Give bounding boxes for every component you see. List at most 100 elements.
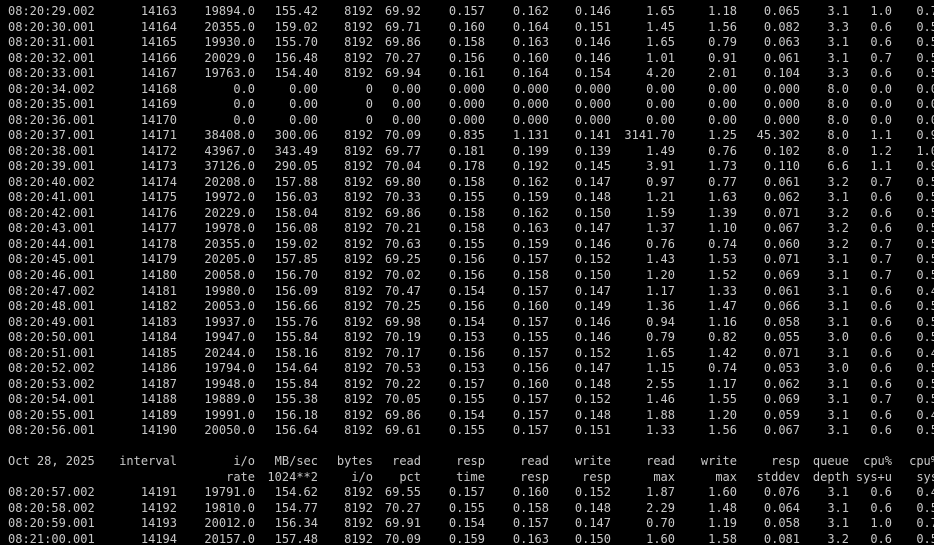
read-resp: 0.162 bbox=[512, 174, 549, 189]
resp-time: 0.000 bbox=[448, 112, 485, 127]
resp-stddev: 0.053 bbox=[763, 361, 800, 376]
io-rate: 0.0 bbox=[233, 81, 255, 96]
read-resp: 0.163 bbox=[512, 221, 549, 236]
mb-sec: 300.06 bbox=[274, 128, 318, 143]
resp-stddev: 0.000 bbox=[763, 97, 800, 112]
cpu-sys: 0.5 bbox=[916, 66, 934, 81]
interval: 14163 bbox=[140, 4, 177, 18]
write-resp: 0.148 bbox=[574, 190, 611, 205]
mb-sec: 156.08 bbox=[274, 221, 318, 236]
mb-sec: 155.84 bbox=[274, 376, 318, 391]
bytes-io: 8192 bbox=[344, 174, 373, 189]
write-max: 1.55 bbox=[708, 392, 737, 407]
mb-sec: 156.09 bbox=[274, 283, 318, 298]
read-pct: 69.80 bbox=[384, 174, 421, 189]
read-pct: 69.98 bbox=[384, 314, 421, 329]
bytes-io: 8192 bbox=[344, 283, 373, 298]
io-rate: 38408.0 bbox=[204, 128, 255, 143]
queue-depth: 3.1 bbox=[827, 314, 849, 329]
read-max: 1.65 bbox=[646, 35, 675, 50]
io-rate: 20012.0 bbox=[204, 516, 255, 531]
write-max: 1.53 bbox=[708, 252, 737, 267]
read-max: 0.97 bbox=[646, 174, 675, 189]
resp-time: 0.155 bbox=[448, 500, 485, 515]
read-pct: 70.05 bbox=[384, 392, 421, 407]
cpu-sys-u: 1.0 bbox=[870, 4, 892, 18]
io-rate: 20355.0 bbox=[204, 19, 255, 34]
read-pct: 69.91 bbox=[384, 516, 421, 531]
read-pct: 69.71 bbox=[384, 19, 421, 34]
read-max: 4.20 bbox=[646, 66, 675, 81]
timestamp: 08:20:48.001 bbox=[8, 299, 95, 314]
write-resp: 0.000 bbox=[574, 81, 611, 96]
queue-depth: 3.1 bbox=[827, 516, 849, 531]
cpu-sys: 0.5 bbox=[916, 268, 934, 282]
interval: 14188 bbox=[140, 392, 177, 407]
read-pct: 0.00 bbox=[392, 112, 421, 127]
resp-stddev: 0.071 bbox=[763, 345, 800, 360]
timestamp: 08:20:45.001 bbox=[8, 252, 95, 267]
mb-sec: 156.64 bbox=[274, 423, 318, 438]
cpu-sys: 0.5 bbox=[916, 532, 934, 545]
io-rate: 19947.0 bbox=[204, 330, 255, 345]
write-resp: 0.139 bbox=[574, 143, 611, 158]
read-pct: 70.47 bbox=[384, 283, 421, 298]
cpu-sys-u: 0.6 bbox=[870, 532, 892, 545]
interval: 14172 bbox=[140, 143, 177, 158]
column-header: pct bbox=[399, 469, 421, 484]
read-pct: 70.27 bbox=[384, 50, 421, 65]
read-max: 1.87 bbox=[646, 485, 675, 500]
queue-depth: 3.2 bbox=[827, 205, 849, 220]
write-resp: 0.151 bbox=[574, 19, 611, 34]
write-resp: 0.148 bbox=[574, 407, 611, 422]
resp-stddev: 0.104 bbox=[763, 66, 800, 81]
timestamp: 08:20:31.001 bbox=[8, 35, 95, 50]
bytes-io: 8192 bbox=[344, 361, 373, 376]
io-rate: 19980.0 bbox=[204, 283, 255, 298]
column-header: depth bbox=[812, 469, 849, 484]
resp-time: 0.156 bbox=[448, 345, 485, 360]
read-resp: 0.000 bbox=[512, 97, 549, 112]
mb-sec: 155.42 bbox=[274, 4, 318, 18]
cpu-sys-u: 0.7 bbox=[870, 268, 892, 282]
timestamp: 08:20:54.001 bbox=[8, 392, 95, 407]
read-resp: 0.000 bbox=[512, 112, 549, 127]
queue-depth: 8.0 bbox=[827, 143, 849, 158]
interval: 14173 bbox=[140, 159, 177, 174]
cpu-sys-u: 0.6 bbox=[870, 205, 892, 220]
interval: 14178 bbox=[140, 236, 177, 251]
timestamp: 08:20:41.001 bbox=[8, 190, 95, 205]
cpu-sys: 0.5 bbox=[916, 35, 934, 50]
write-max: 1.19 bbox=[708, 516, 737, 531]
cpu-sys: 0.5 bbox=[916, 299, 934, 314]
io-rate: 20053.0 bbox=[204, 299, 255, 314]
cpu-sys-u: 0.0 bbox=[870, 97, 892, 112]
read-resp: 0.157 bbox=[512, 345, 549, 360]
write-resp: 0.154 bbox=[574, 66, 611, 81]
read-max: 3141.70 bbox=[624, 128, 675, 143]
queue-depth: 3.2 bbox=[827, 532, 849, 545]
read-pct: 69.86 bbox=[384, 205, 421, 220]
write-resp: 0.147 bbox=[574, 361, 611, 376]
bytes-io: 8192 bbox=[344, 268, 373, 282]
resp-time: 0.156 bbox=[448, 299, 485, 314]
write-max: 0.79 bbox=[708, 35, 737, 50]
mb-sec: 155.84 bbox=[274, 330, 318, 345]
io-rate: 19791.0 bbox=[204, 485, 255, 500]
read-max: 1.36 bbox=[646, 299, 675, 314]
io-rate: 20029.0 bbox=[204, 50, 255, 65]
bytes-io: 8192 bbox=[344, 485, 373, 500]
read-resp: 0.162 bbox=[512, 4, 549, 18]
io-rate: 19930.0 bbox=[204, 35, 255, 50]
io-rate: 19810.0 bbox=[204, 500, 255, 515]
column-header: read bbox=[646, 454, 675, 469]
column-header: sys bbox=[916, 469, 934, 484]
interval: 14182 bbox=[140, 299, 177, 314]
timestamp: 08:20:59.001 bbox=[8, 516, 95, 531]
resp-time: 0.158 bbox=[448, 221, 485, 236]
resp-time: 0.157 bbox=[448, 4, 485, 18]
write-resp: 0.146 bbox=[574, 314, 611, 329]
column-header: MB/sec bbox=[274, 454, 318, 469]
queue-depth: 3.3 bbox=[827, 66, 849, 81]
bytes-io: 8192 bbox=[344, 19, 373, 34]
